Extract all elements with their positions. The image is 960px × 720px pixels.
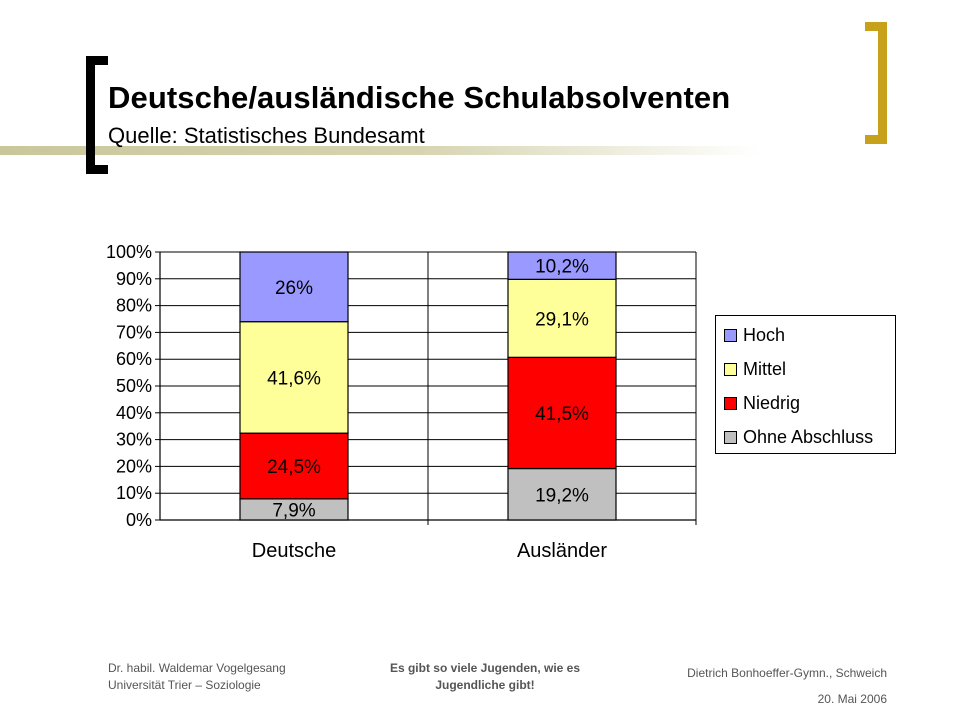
right-bracket-decoration [865, 22, 887, 144]
legend-label-hoch: Hoch [743, 324, 786, 345]
y-tick-label: 30% [116, 430, 152, 450]
footer-author: Dr. habil. Waldemar Vogelgesang Universi… [108, 660, 286, 694]
legend-label-mittel: Mittel [743, 358, 787, 379]
data-label-hoch: 26% [275, 278, 313, 299]
footer-venue-name: Dietrich Bonhoeffer-Gymn., Schweich [687, 666, 887, 680]
y-tick-label: 70% [116, 322, 152, 342]
legend-label-niedrig: Niedrig [743, 392, 801, 413]
x-category-label: Ausländer [517, 540, 607, 562]
bar-segment-hoch [239, 251, 349, 323]
legend-item-mittel: Mittel [724, 358, 786, 380]
chart-legend: Hoch Mittel Niedrig Ohne Abschluss [715, 315, 896, 454]
slide-subtitle: Quelle: Statistisches Bundesamt [108, 123, 425, 148]
legend-swatch-niedrig [724, 396, 737, 410]
data-label-niedrig: 24,5% [267, 457, 321, 478]
title-accent-line [0, 146, 760, 155]
left-bracket-decoration [86, 56, 108, 174]
footer-venue: Dietrich Bonhoeffer-Gymn., Schweich 20. … [687, 660, 887, 712]
y-tick-label: 0% [126, 510, 152, 530]
data-label-ohne-abschluss: 19,2% [535, 485, 589, 506]
legend-item-niedrig: Niedrig [724, 392, 800, 414]
legend-swatch-ohne-abschluss [724, 430, 737, 444]
footer-date: 20. Mai 2006 [817, 692, 887, 706]
legend-item-hoch: Hoch [724, 324, 785, 346]
y-tick-label: 90% [116, 269, 152, 289]
y-tick-label: 80% [116, 296, 152, 316]
y-tick-label: 20% [116, 456, 152, 476]
y-tick-label: 60% [116, 349, 152, 369]
data-label-hoch: 10,2% [535, 257, 589, 278]
data-label-mittel: 41,6% [267, 368, 321, 389]
x-category-label: Deutsche [252, 540, 337, 562]
bar-segment-hoch [507, 251, 617, 280]
footer-author-affiliation: Universität Trier – Soziologie [108, 678, 261, 692]
legend-swatch-mittel [724, 362, 737, 376]
y-tick-label: 50% [116, 376, 152, 396]
footer-motto: Es gibt so viele Jugenden, wie es Jugend… [360, 660, 610, 694]
y-tick-label: 10% [116, 483, 152, 503]
legend-label-ohne-abschluss: Ohne Abschluss [743, 426, 874, 447]
y-tick-label: 100% [106, 242, 152, 262]
footer-author-name: Dr. habil. Waldemar Vogelgesang [108, 661, 286, 675]
legend-item-ohne-abschluss: Ohne Abschluss [724, 426, 873, 448]
legend-swatch-hoch [724, 328, 737, 342]
bar-segment-niedrig [507, 356, 617, 470]
y-tick-label: 40% [116, 403, 152, 423]
footer-motto-line2: Jugendliche gibt! [435, 678, 535, 692]
bar-segment-mittel [239, 321, 349, 434]
slide-title: Deutsche/ausländische Schulabsolventen [108, 80, 731, 115]
bar-segment-ohne-abschluss [507, 467, 617, 521]
data-label-mittel: 29,1% [535, 309, 589, 330]
data-label-ohne-abschluss: 7,9% [272, 500, 315, 521]
data-label-niedrig: 41,5% [535, 404, 589, 425]
footer-motto-line1: Es gibt so viele Jugenden, wie es [389, 661, 581, 675]
